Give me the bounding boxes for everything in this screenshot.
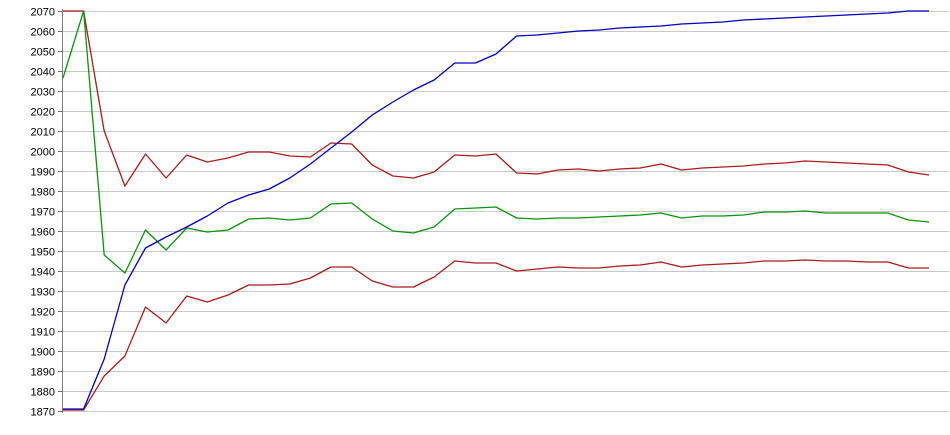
dark-red-upper-line	[63, 10, 930, 187]
y-axis-ticks	[58, 11, 62, 412]
y-axis-tick-label: 1910	[31, 327, 55, 339]
y-axis-tick-label: 1950	[31, 247, 55, 259]
green-line	[62, 10, 930, 274]
y-axis-tick-label: 2050	[31, 47, 55, 59]
y-axis-tick-label: 2040	[31, 67, 55, 79]
y-axis-tick-label: 1980	[31, 187, 55, 199]
y-axis-tick-label: 2060	[31, 27, 55, 39]
y-axis-tick-label: 1870	[31, 407, 55, 419]
y-axis-tick-label: 1890	[31, 367, 55, 379]
y-axis-tick-label: 1880	[31, 387, 55, 399]
y-axis-tick-label: 1960	[31, 227, 55, 239]
y-axis-tick-label: 2020	[31, 107, 55, 119]
dark-red-lower-line	[63, 259, 929, 411]
y-axis-tick-label: 1930	[31, 287, 55, 299]
y-axis-tick-label: 1940	[31, 267, 55, 279]
y-axis-tick-label: 1920	[31, 307, 55, 319]
y-axis-tick-label: 1970	[31, 207, 55, 219]
y-axis-tick-label: 1900	[31, 347, 55, 359]
y-axis-tick-label: 2030	[31, 87, 55, 99]
y-axis-tick-label: 2010	[31, 127, 55, 139]
y-axis-tick-label: 2070	[31, 7, 55, 19]
y-axis-labels: 2070 2060 2050 2040 2030 2020 2010 2000 1990 1980…	[31, 7, 55, 419]
series-lines	[62, 10, 930, 411]
blue-line	[63, 10, 929, 410]
y-axis-tick-label: 2000	[31, 147, 55, 159]
y-axis-tick-label: 1990	[31, 167, 55, 179]
